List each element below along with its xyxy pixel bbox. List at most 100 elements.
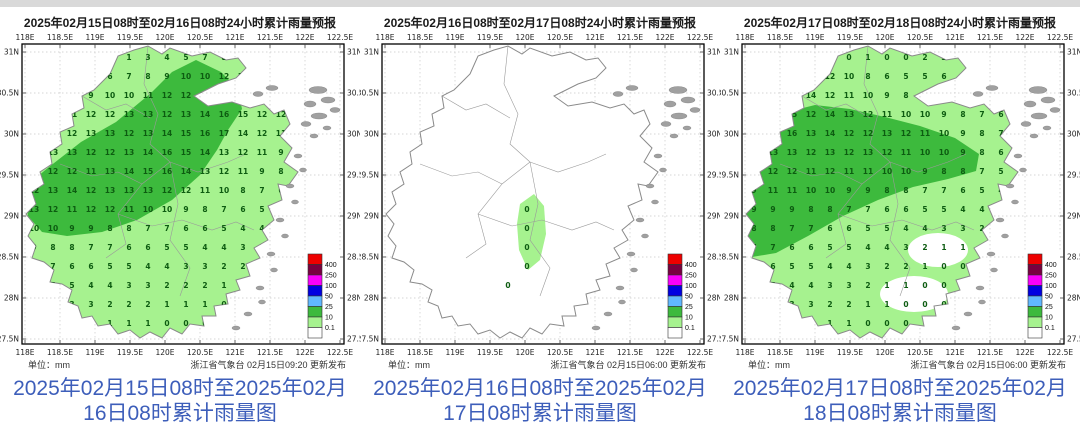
lon-axis-label: 121E xyxy=(945,348,964,357)
rain-value: 6 xyxy=(202,224,207,233)
lon-axis-label: 120E xyxy=(515,348,534,357)
rain-value: 7 xyxy=(808,224,813,233)
lon-axis-label: 119E xyxy=(805,348,824,357)
rain-value: 4 xyxy=(865,243,870,252)
rain-value: 13 xyxy=(124,110,134,119)
rain-value: 6 xyxy=(846,224,851,233)
rain-value: 6 xyxy=(183,224,188,233)
rain-value: 13 xyxy=(124,148,134,157)
island xyxy=(1019,167,1027,173)
lon-axis-label: 122E xyxy=(1015,348,1034,357)
island xyxy=(986,251,996,257)
legend-swatch xyxy=(1027,264,1043,276)
rainfall-map: 2134578910111112455667891010121212111212… xyxy=(0,33,360,357)
island xyxy=(659,167,667,173)
rain-value: 7 xyxy=(979,167,984,176)
panel-title: 2025年02月15日08时至02月16日08时24小时累计雨量预报 xyxy=(23,16,337,30)
rain-value: 12 xyxy=(238,148,248,157)
rain-value: 1 xyxy=(145,319,150,328)
rain-value: 1 xyxy=(903,281,908,290)
lat-axis-label: 28.5N xyxy=(707,253,720,262)
island xyxy=(995,217,1005,223)
rain-value: 11 xyxy=(257,148,267,157)
legend-swatch xyxy=(307,295,323,307)
island xyxy=(1029,133,1039,139)
rain-value: 11 xyxy=(276,129,286,138)
prefecture-boundary xyxy=(143,46,171,163)
rain-value: 12 xyxy=(768,167,778,176)
lon-axis-label: 118.5E xyxy=(407,33,433,42)
lon-axis-label: 121.5E xyxy=(257,348,283,357)
island xyxy=(299,167,307,173)
island xyxy=(1001,233,1009,239)
legend-swatch xyxy=(667,306,683,318)
rain-value: 11 xyxy=(901,148,911,157)
rain-value: 13 xyxy=(806,129,816,138)
rain-value: 9 xyxy=(751,205,756,214)
legend-swatch xyxy=(307,327,323,339)
forecast-panel-1: 2025年02月15日08时至02月16日08时24小时累计雨量预报 2 13 4 5… xyxy=(0,7,360,426)
rain-value: 0 xyxy=(884,319,889,328)
rain-value: 8 xyxy=(770,224,775,233)
rain-value: 2 xyxy=(164,281,169,290)
island xyxy=(626,251,636,257)
rain-value: 10 xyxy=(143,205,153,214)
axis-ticks xyxy=(22,44,344,344)
lon-axis-label: 121E xyxy=(225,348,244,357)
rain-value: 2 xyxy=(922,53,927,62)
legend-value: 100 xyxy=(325,283,337,290)
lat-axis-label: 30N xyxy=(347,130,360,139)
lat-axis-label: 30N xyxy=(1067,130,1080,139)
rain-value: 4 xyxy=(221,243,226,252)
lat-axis-label: 28.5N xyxy=(347,253,360,262)
rain-value: 2 xyxy=(903,262,908,271)
island xyxy=(615,285,625,291)
lat-axis-label: 29.5N xyxy=(1067,171,1080,180)
rain-value: 12 xyxy=(787,167,797,176)
lon-axis-label: 119E xyxy=(445,348,464,357)
legend-value: 400 xyxy=(1045,262,1057,269)
lon-axis-label: 120E xyxy=(875,33,894,42)
lat-axis-label: 31N xyxy=(724,48,739,57)
rain-value: 12 xyxy=(844,129,854,138)
no-rain-gap xyxy=(908,233,968,267)
rain-value: 4 xyxy=(202,243,207,252)
legend-swatch xyxy=(667,264,683,276)
rain-value: 2 xyxy=(922,243,927,252)
rain-value: 2 xyxy=(240,262,245,271)
rain-value: 8 xyxy=(941,167,946,176)
lon-axis-label: 121.5E xyxy=(617,33,643,42)
rain-value: 5 xyxy=(884,224,889,233)
unit-label: 单位：mm xyxy=(388,360,430,370)
rain-value: 8 xyxy=(240,186,245,195)
rain-value: 9 xyxy=(922,167,927,176)
rain-value: 7 xyxy=(941,186,946,195)
rain-value: 0 xyxy=(164,319,169,328)
rain-value: 11 xyxy=(86,167,96,176)
rain-value: 10 xyxy=(863,91,873,100)
lon-axis-label: 122.5E xyxy=(687,348,713,357)
prefecture-boundary xyxy=(889,153,967,173)
legend-swatch xyxy=(667,285,683,297)
rain-value: 6 xyxy=(126,243,131,252)
prefecture-boundary xyxy=(779,163,863,185)
legend-value: 0.1 xyxy=(685,325,695,332)
legend-swatch xyxy=(307,316,323,328)
rain-value: 1 xyxy=(107,319,112,328)
lon-axis-label: 121.5E xyxy=(977,348,1003,357)
legend-value: 10 xyxy=(1045,314,1053,321)
axis-ticks xyxy=(382,44,704,344)
lat-axis-label: 29.5N xyxy=(347,171,360,180)
rain-value: 13 xyxy=(143,186,153,195)
rain-value: 5 xyxy=(164,243,169,252)
lat-axis-label: 30.5N xyxy=(360,89,379,98)
island xyxy=(291,199,299,205)
island xyxy=(243,311,253,317)
rain-value: 9 xyxy=(164,72,169,81)
rain-value: 14 xyxy=(200,110,210,119)
legend-value: 50 xyxy=(1045,293,1053,300)
rain-value: 0 xyxy=(922,281,927,290)
publisher-label: 浙江省气象台 02月15日06:00 更新发布 xyxy=(910,360,1066,370)
rain-value: 3 xyxy=(865,262,870,271)
lon-axis-label: 118E xyxy=(15,33,34,42)
